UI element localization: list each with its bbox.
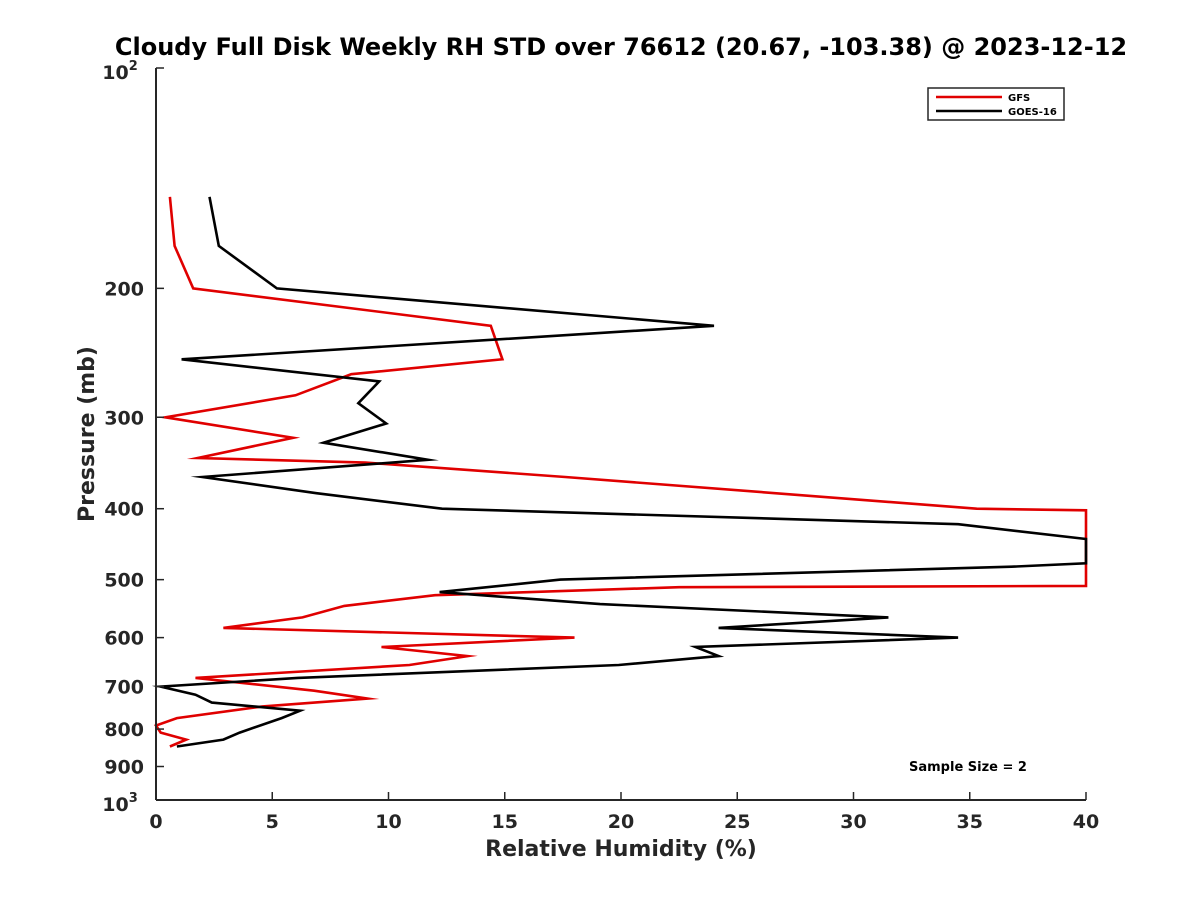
x-tick-label: 10 <box>375 811 401 833</box>
x-tick-label: 5 <box>266 811 279 833</box>
chart-title: Cloudy Full Disk Weekly RH STD over 7661… <box>115 33 1127 61</box>
x-tick-label: 20 <box>608 811 634 833</box>
x-ticks: 0 5 10 15 20 25 30 35 40 <box>149 792 1099 833</box>
series-line-goes-16 <box>151 196 1088 748</box>
x-tick-label: 30 <box>840 811 866 833</box>
series-line-gfs <box>153 196 1088 748</box>
y-tick-label: 800 <box>104 719 144 741</box>
y-tick-label: 103 <box>102 791 138 816</box>
y-tick-label: 700 <box>104 677 144 699</box>
legend-label-gfs: GFS <box>1008 93 1030 104</box>
y-ticks: 102 200 300 400 500 600 700 800 900 103 <box>102 59 164 816</box>
sample-size-annotation: Sample Size = 2 <box>909 760 1027 775</box>
legend: GFS GOES-16 <box>927 87 1065 121</box>
y-tick-label: 500 <box>104 570 144 592</box>
y-tick-label: 900 <box>104 757 144 779</box>
y-tick-label: 200 <box>104 278 144 300</box>
y-tick-label: 400 <box>104 499 144 521</box>
y-tick-label: 300 <box>104 407 144 429</box>
y-tick-label: 600 <box>104 628 144 650</box>
y-axis-label: Pressure (mb) <box>75 346 100 522</box>
x-axis-label: Relative Humidity (%) <box>485 837 757 862</box>
x-tick-label: 35 <box>957 811 983 833</box>
x-tick-label: 40 <box>1073 811 1099 833</box>
x-tick-label: 0 <box>149 811 162 833</box>
series-layer <box>151 196 1088 748</box>
legend-box <box>927 87 1065 121</box>
y-tick-label: 102 <box>102 59 138 84</box>
legend-label-goes-16: GOES-16 <box>1008 107 1057 118</box>
x-tick-label: 15 <box>492 811 518 833</box>
x-tick-label: 25 <box>724 811 750 833</box>
